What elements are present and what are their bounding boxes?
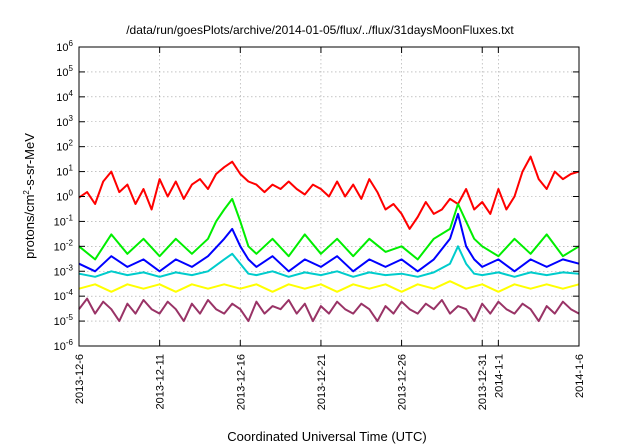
axis-ticks	[78, 46, 580, 347]
y-tick-label: 10-2	[54, 238, 74, 253]
y-axis-label-rest: -s-sr-MeV	[22, 133, 37, 190]
y-tick-labels: 10-610-510-410-310-210-11001011021031041…	[54, 39, 74, 353]
x-tick-label: 2014-1-1	[493, 354, 505, 398]
y-tick-exp: -2	[66, 238, 74, 247]
x-axis-label: Coordinated Universal Time (UTC)	[227, 429, 426, 444]
y-tick-label: 10-3	[54, 263, 74, 278]
y-tick-base: 10	[56, 67, 68, 79]
x-tick-label: 2013-12-6	[74, 354, 86, 404]
x-tick-label: 2014-1-6	[574, 354, 586, 398]
data-series	[78, 155, 580, 323]
y-tick-base: 10	[54, 291, 66, 303]
series-line-1	[78, 155, 580, 230]
y-tick-base: 10	[56, 142, 68, 154]
chart-title: /data/run/goesPlots/archive/2014-01-05/f…	[126, 23, 514, 37]
y-axis-label: protons/cm2-s-sr-MeV	[22, 133, 37, 259]
y-tick-exp: -3	[66, 263, 74, 272]
series-line-6	[78, 297, 580, 323]
y-tick-base: 10	[56, 117, 68, 129]
y-tick-base: 10	[54, 216, 66, 228]
y-tick-base: 10	[56, 167, 68, 179]
y-tick-exp: 6	[69, 39, 74, 48]
y-tick-exp: 4	[69, 89, 74, 98]
y-tick-label: 10-6	[54, 338, 74, 353]
series-line-2	[78, 197, 580, 261]
y-tick-label: 102	[56, 139, 73, 154]
y-tick-exp: -1	[66, 213, 74, 222]
x-tick-label: 2013-12-26	[397, 354, 409, 410]
y-tick-base: 10	[56, 192, 68, 204]
y-tick-base: 10	[56, 42, 68, 54]
y-tick-label: 106	[56, 39, 73, 54]
y-tick-base: 10	[54, 266, 66, 278]
y-tick-label: 104	[56, 89, 73, 104]
y-tick-base: 10	[54, 316, 66, 328]
y-tick-label: 105	[56, 64, 73, 79]
series-line-3	[78, 212, 580, 273]
x-tick-label: 2013-12-31	[477, 354, 489, 410]
series-line-5	[78, 280, 580, 293]
y-tick-label: 101	[56, 164, 73, 179]
y-tick-exp: 2	[69, 139, 74, 148]
y-tick-label: 10-1	[54, 213, 74, 228]
y-tick-base: 10	[54, 341, 66, 353]
y-tick-exp: 3	[69, 114, 74, 123]
y-tick-label: 100	[56, 189, 73, 204]
y-tick-exp: 1	[69, 164, 74, 173]
y-tick-exp: 0	[69, 189, 74, 198]
y-axis-label-exp: 2	[22, 190, 31, 195]
y-tick-base: 10	[54, 241, 66, 253]
x-tick-labels: 2013-12-6 2013-12-11 2013-12-16 2013-12-21 2…	[74, 354, 586, 410]
y-tick-exp: 5	[69, 64, 74, 73]
y-tick-base: 10	[56, 92, 68, 104]
y-tick-label: 10-5	[54, 313, 74, 328]
y-tick-exp: -6	[66, 338, 74, 347]
x-tick-label: 2013-12-16	[235, 354, 247, 410]
x-tick-label: 2013-12-21	[316, 354, 328, 410]
y-tick-exp: -5	[66, 313, 74, 322]
y-tick-label: 10-4	[54, 288, 74, 303]
series-line-4	[78, 245, 580, 278]
y-axis-label-main: protons/cm	[22, 195, 37, 259]
y-tick-exp: -4	[66, 288, 74, 297]
x-tick-label: 2013-12-11	[155, 354, 167, 409]
y-tick-label: 103	[56, 114, 73, 129]
